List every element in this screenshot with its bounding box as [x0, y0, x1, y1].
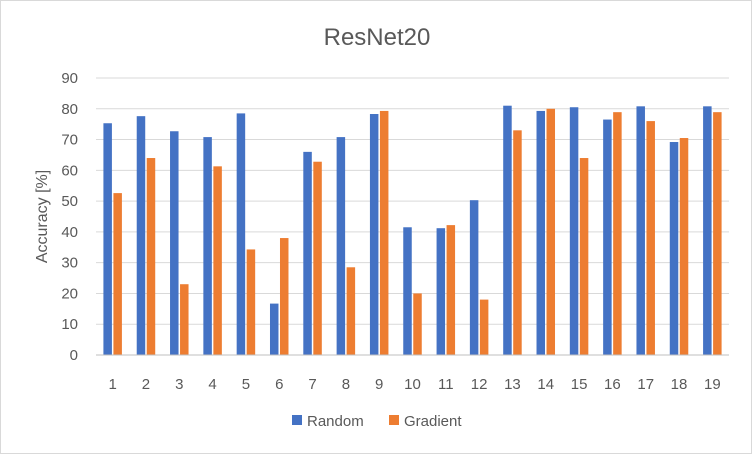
x-tick-label: 11 [438, 376, 454, 393]
x-tick-label: 10 [404, 376, 421, 393]
y-tick-label: 0 [70, 347, 78, 364]
bar-random-11 [436, 228, 446, 355]
bar-gradient-12 [479, 299, 489, 355]
bar-random-8 [336, 137, 346, 355]
bar-gradient-13 [513, 130, 522, 355]
y-axis-label: Accuracy [%] [34, 170, 51, 263]
x-tick-label: 4 [208, 376, 216, 393]
x-tick-label: 16 [604, 376, 621, 393]
bar-gradient-18 [679, 138, 689, 355]
x-tick-label: 8 [342, 376, 350, 393]
bar-gradient-3 [180, 284, 189, 355]
legend-swatch-random [292, 415, 302, 425]
bar-gradient-5 [246, 249, 256, 355]
bar-gradient-16 [613, 112, 622, 355]
bar-gradient-10 [413, 293, 422, 355]
x-tick-labels: 1 2 3 4 5 6 7 8 9 10 11 12 13 14 15 16 17 18 19 [108, 376, 720, 393]
gridlines [96, 77, 729, 325]
x-tick-label: 18 [671, 376, 688, 393]
x-tick-label: 14 [537, 376, 554, 393]
bar-random-5 [236, 113, 246, 356]
bar-random-6 [269, 303, 279, 355]
bars [103, 105, 722, 356]
bar-random-14 [536, 110, 546, 355]
y-tick-label: 70 [61, 132, 78, 149]
y-tick-label: 30 [61, 255, 78, 272]
bar-random-7 [303, 151, 312, 355]
x-tick-label: 2 [142, 376, 150, 393]
bar-random-13 [503, 105, 512, 355]
x-tick-label: 19 [704, 376, 721, 393]
bar-gradient-14 [546, 108, 556, 356]
bar-gradient-6 [279, 238, 289, 355]
y-tick-label: 90 [61, 70, 78, 87]
y-tick-labels: 0 10 20 30 40 50 60 70 80 90 [61, 70, 78, 364]
bar-random-19 [703, 106, 712, 355]
bar-gradient-1 [113, 193, 122, 355]
x-tick-label: 15 [571, 376, 588, 393]
bar-gradient-11 [446, 225, 456, 355]
x-tick-label: 1 [108, 376, 116, 393]
chart-title: ResNet20 [324, 24, 431, 51]
legend-label-gradient: Gradient [404, 413, 462, 430]
bar-random-3 [170, 131, 179, 355]
bar-random-18 [669, 142, 679, 355]
bar-gradient-19 [713, 112, 722, 355]
bar-random-4 [203, 137, 212, 355]
legend-swatch-gradient [389, 415, 399, 425]
x-tick-label: 3 [175, 376, 183, 393]
y-tick-label: 40 [61, 224, 78, 241]
y-tick-label: 60 [61, 162, 78, 179]
bar-gradient-2 [146, 158, 156, 355]
x-tick-label: 6 [275, 376, 283, 393]
y-tick-label: 20 [61, 285, 78, 302]
bar-random-16 [603, 119, 612, 355]
bar-random-12 [469, 200, 479, 355]
x-tick-label: 5 [242, 376, 250, 393]
bar-gradient-15 [579, 158, 589, 355]
x-tick-label: 17 [637, 376, 654, 393]
bar-random-2 [136, 116, 146, 355]
x-tick-label: 12 [471, 376, 488, 393]
bar-random-10 [403, 227, 412, 355]
legend: Random Gradient [292, 413, 462, 430]
bar-random-15 [569, 107, 579, 355]
bar-gradient-4 [213, 166, 222, 355]
bar-gradient-9 [379, 110, 389, 355]
bar-gradient-8 [346, 267, 356, 355]
bar-random-1 [103, 123, 112, 355]
legend-label-random: Random [307, 413, 364, 430]
bar-gradient-7 [313, 161, 322, 355]
x-tick-label: 13 [504, 376, 521, 393]
x-tick-label: 9 [375, 376, 383, 393]
x-tick-label: 7 [308, 376, 316, 393]
y-tick-label: 50 [61, 193, 78, 210]
bar-gradient-17 [646, 121, 655, 355]
bar-random-17 [636, 106, 645, 355]
y-tick-label: 80 [61, 101, 78, 118]
y-tick-label: 10 [61, 316, 78, 333]
bar-random-9 [369, 114, 379, 355]
